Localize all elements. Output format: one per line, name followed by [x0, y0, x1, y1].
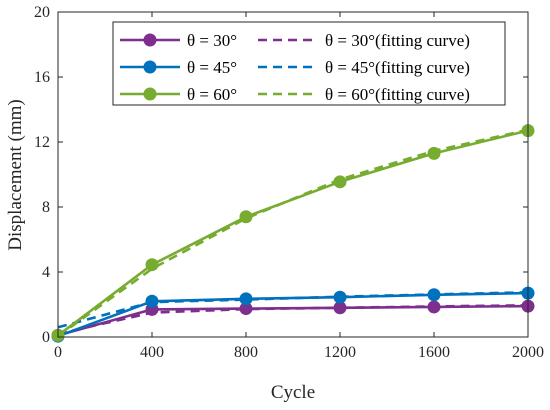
- legend-marker: [143, 60, 157, 74]
- legend: θ = 30° θ = 45° θ = 60° θ = 30°(fitting cur…: [112, 21, 506, 106]
- legend-marker: [143, 87, 157, 101]
- data-point: [427, 288, 441, 302]
- plot-frame: [57, 11, 529, 338]
- legend-marker: [143, 33, 157, 47]
- data-point: [239, 210, 253, 224]
- x-tick-label: 400: [140, 344, 164, 361]
- legend-label: θ = 30°(fitting curve): [325, 31, 470, 50]
- legend-label: θ = 60°(fitting curve): [325, 85, 470, 104]
- data-point: [145, 258, 159, 272]
- y-tick-label: 16: [34, 69, 50, 86]
- data-point: [333, 290, 347, 304]
- y-tick-label: 20: [34, 4, 50, 21]
- axis-ticks: 0 400 800 1200 1600 2000 0 4 8 12 16 20: [34, 4, 544, 361]
- data-point: [239, 292, 253, 306]
- legend-label: θ = 45°: [187, 58, 237, 77]
- x-tick-label: 1200: [324, 344, 356, 361]
- x-tick-label: 0: [54, 344, 62, 361]
- y-tick-label: 0: [42, 329, 50, 346]
- data-point: [427, 300, 441, 314]
- x-axis-title: Cycle: [271, 382, 315, 403]
- data-point: [239, 302, 253, 316]
- legend-label: θ = 60°: [187, 85, 237, 104]
- legend-box: [112, 21, 506, 106]
- series-line: [57, 291, 529, 338]
- x-tick-label: 800: [234, 344, 258, 361]
- data-point: [333, 301, 347, 315]
- legend-label: θ = 45°(fitting curve): [325, 58, 470, 77]
- legend-label: θ = 30°: [187, 31, 237, 50]
- series-line: [57, 304, 529, 337]
- data-point: [333, 175, 347, 189]
- series-layer: [51, 124, 535, 343]
- data-point: [427, 146, 441, 160]
- x-tick-label: 2000: [512, 344, 544, 361]
- y-tick-label: 4: [42, 264, 50, 281]
- data-point: [145, 294, 159, 308]
- x-tick-label: 1600: [418, 344, 450, 361]
- series-line: [57, 129, 529, 337]
- y-tick-label: 8: [42, 199, 50, 216]
- y-tick-label: 12: [34, 134, 50, 151]
- y-axis-title: Displacement (mm): [5, 99, 26, 250]
- fitting-curve-line: [57, 128, 529, 338]
